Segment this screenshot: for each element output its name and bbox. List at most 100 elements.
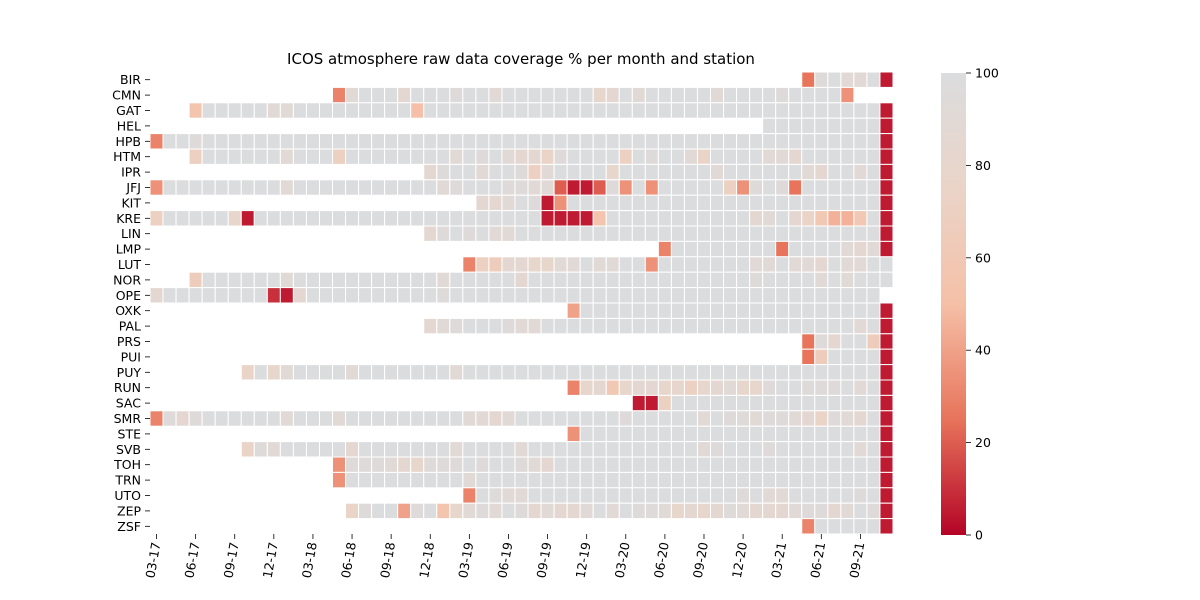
heatmap-cell (579, 287, 594, 304)
heatmap-cell (266, 179, 281, 196)
heatmap-cell (775, 317, 790, 335)
heatmap-cell (618, 256, 633, 273)
heatmap-cell (345, 102, 360, 119)
heatmap-cell (853, 502, 868, 520)
heatmap-cell (814, 71, 829, 88)
heatmap-cell (253, 271, 268, 289)
heatmap-cell (501, 179, 516, 196)
heatmap-cell (631, 133, 646, 150)
heatmap-cell (827, 364, 842, 381)
heatmap-cell (866, 194, 881, 212)
heatmap-cell (410, 148, 425, 165)
heatmap-cell (723, 256, 738, 273)
heatmap-cell (814, 441, 829, 458)
heatmap-cell (723, 240, 738, 258)
heatmap-cell (827, 102, 842, 119)
heatmap-cell (644, 364, 659, 381)
heatmap-cell (605, 425, 620, 443)
heatmap-cell (696, 456, 712, 473)
heatmap-cell (710, 379, 725, 396)
heatmap-cell (801, 394, 816, 412)
heatmap-cell (788, 317, 803, 335)
heatmap-cell (631, 317, 646, 335)
heatmap-cell (644, 502, 659, 520)
heatmap-cell (762, 133, 777, 150)
heatmap-cell (827, 133, 842, 150)
heatmap-cell (853, 302, 868, 319)
heatmap-cell (710, 287, 725, 304)
heatmap-cell (566, 102, 581, 119)
y-tick-label: GAT (116, 103, 141, 118)
heatmap-cell (384, 148, 399, 165)
heatmap-cell (514, 194, 529, 212)
heatmap-cell (527, 102, 542, 119)
heatmap-cell (749, 487, 764, 504)
heatmap-cell (644, 410, 659, 427)
heatmap-cell (879, 317, 894, 335)
heatmap-cell (488, 502, 503, 520)
heatmap-cell (331, 287, 347, 304)
heatmap-cell (566, 256, 581, 273)
heatmap-cell (436, 271, 451, 289)
heatmap-cell (305, 410, 320, 427)
heatmap-cell (227, 133, 242, 150)
heatmap-cell (423, 364, 438, 381)
heatmap-cell (801, 364, 816, 381)
heatmap-cell (736, 441, 751, 458)
heatmap-cell (305, 148, 320, 165)
heatmap-cell (736, 317, 751, 335)
heatmap-cell (710, 163, 725, 181)
heatmap-cell (436, 502, 451, 520)
heatmap-cell (397, 441, 412, 458)
heatmap-cell (514, 441, 529, 458)
heatmap-cell (840, 102, 855, 119)
heatmap-cell (227, 179, 242, 196)
heatmap-cell (775, 194, 790, 212)
heatmap-cell (227, 271, 242, 289)
heatmap-cell (514, 471, 529, 489)
heatmap-cell (331, 102, 347, 119)
heatmap-cell (527, 317, 542, 335)
heatmap-cell (866, 410, 881, 427)
heatmap-cell (866, 225, 881, 242)
heatmap-cell (879, 117, 894, 135)
heatmap-cell (566, 471, 581, 489)
heatmap-cell (579, 410, 594, 427)
heatmap-cell (814, 271, 829, 289)
heatmap-cell (814, 240, 829, 258)
heatmap-cell (762, 271, 777, 289)
heatmap-cell (553, 271, 568, 289)
heatmap-cell (853, 487, 868, 504)
heatmap-cell (188, 148, 203, 165)
heatmap-cell (501, 487, 516, 504)
x-tick-label: 06-21 (807, 541, 828, 579)
heatmap-cell (683, 487, 698, 504)
heatmap-cell (827, 302, 842, 319)
heatmap-cell (175, 179, 190, 196)
heatmap-cell (331, 456, 347, 473)
heatmap-cell (788, 102, 803, 119)
heatmap-cell (879, 379, 894, 396)
heatmap-cell (814, 333, 829, 350)
heatmap-cell (292, 148, 307, 165)
heatmap-cell (788, 240, 803, 258)
colorbar-tick-label: 100 (975, 66, 999, 81)
heatmap-cell (801, 487, 816, 504)
heatmap-cell (449, 317, 464, 335)
heatmap-cell (710, 210, 725, 227)
heatmap-cell (840, 410, 855, 427)
heatmap-cell (827, 425, 842, 443)
heatmap-cell (631, 394, 646, 412)
heatmap-cell (683, 271, 698, 289)
heatmap-cell (775, 471, 790, 489)
heatmap-cell (866, 471, 881, 489)
heatmap-cell (514, 287, 529, 304)
heatmap-cell (436, 410, 451, 427)
heatmap-cell (670, 364, 685, 381)
heatmap-cell (449, 179, 464, 196)
chart-title: ICOS atmosphere raw data coverage % per … (287, 50, 755, 68)
heatmap-cell (579, 425, 594, 443)
heatmap-cell (605, 287, 620, 304)
heatmap-cell (553, 410, 568, 427)
